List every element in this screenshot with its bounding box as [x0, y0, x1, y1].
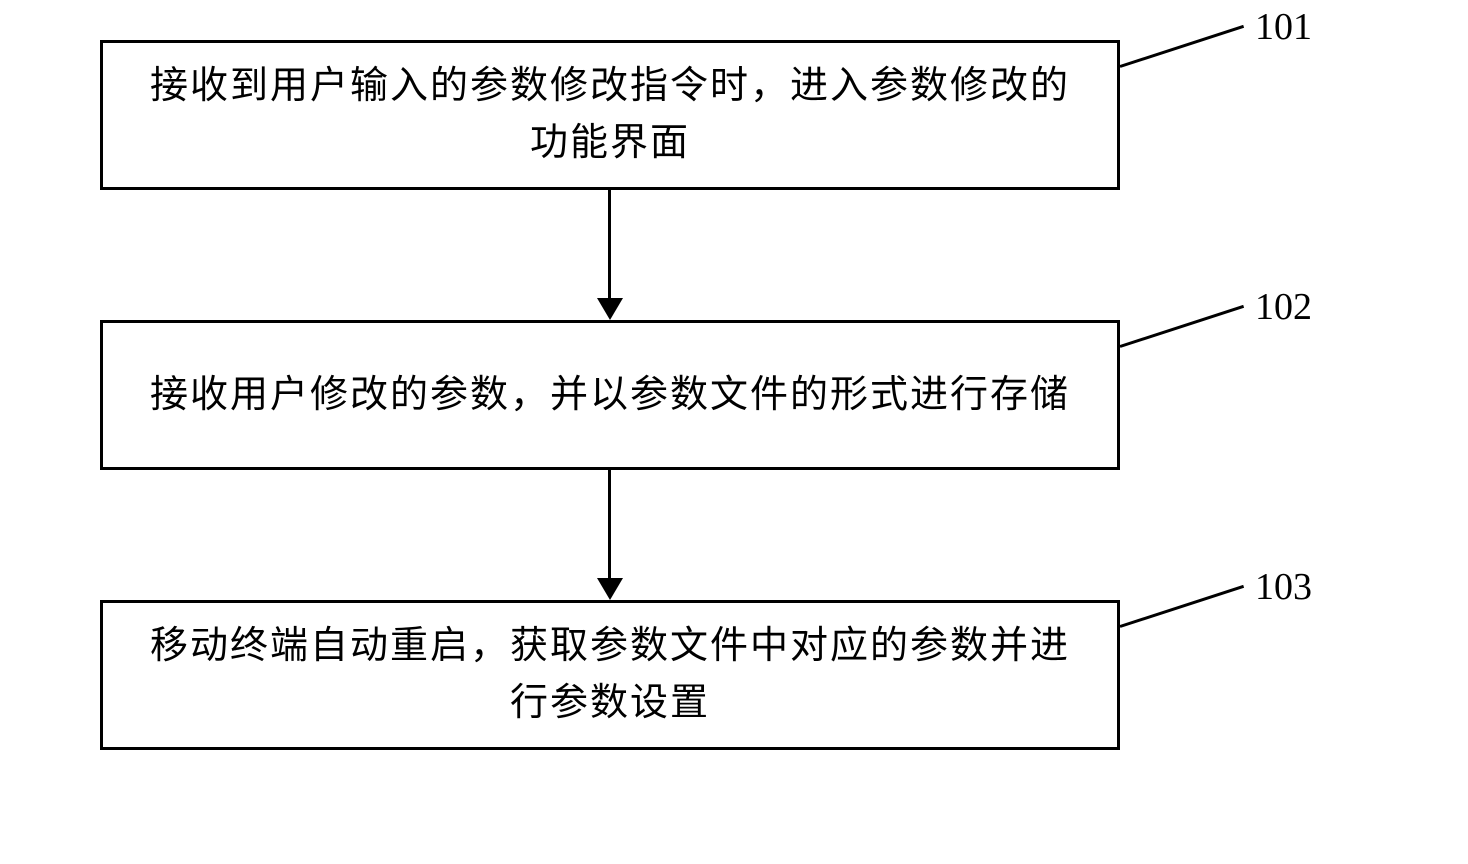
- node-text: 接收到用户输入的参数修改指令时，进入参数修改的功能界面: [133, 58, 1087, 172]
- node-text: 接收用户修改的参数，并以参数文件的形式进行存储: [150, 367, 1070, 424]
- arrow-line: [608, 470, 611, 580]
- label-connector: [1120, 585, 1245, 628]
- node-text: 移动终端自动重启，获取参数文件中对应的参数并进行参数设置: [133, 618, 1087, 732]
- arrow-head: [597, 298, 623, 320]
- arrow-head: [597, 578, 623, 600]
- arrow-line: [608, 190, 611, 300]
- flowchart-node-102: 接收用户修改的参数，并以参数文件的形式进行存储: [100, 320, 1120, 470]
- node-label: 102: [1255, 285, 1312, 329]
- node-label: 103: [1255, 565, 1312, 609]
- flowchart-node-101: 接收到用户输入的参数修改指令时，进入参数修改的功能界面: [100, 40, 1120, 190]
- node-label: 101: [1255, 5, 1312, 49]
- flowchart-node-103: 移动终端自动重启，获取参数文件中对应的参数并进行参数设置: [100, 600, 1120, 750]
- label-connector: [1120, 305, 1245, 348]
- label-connector: [1120, 25, 1245, 68]
